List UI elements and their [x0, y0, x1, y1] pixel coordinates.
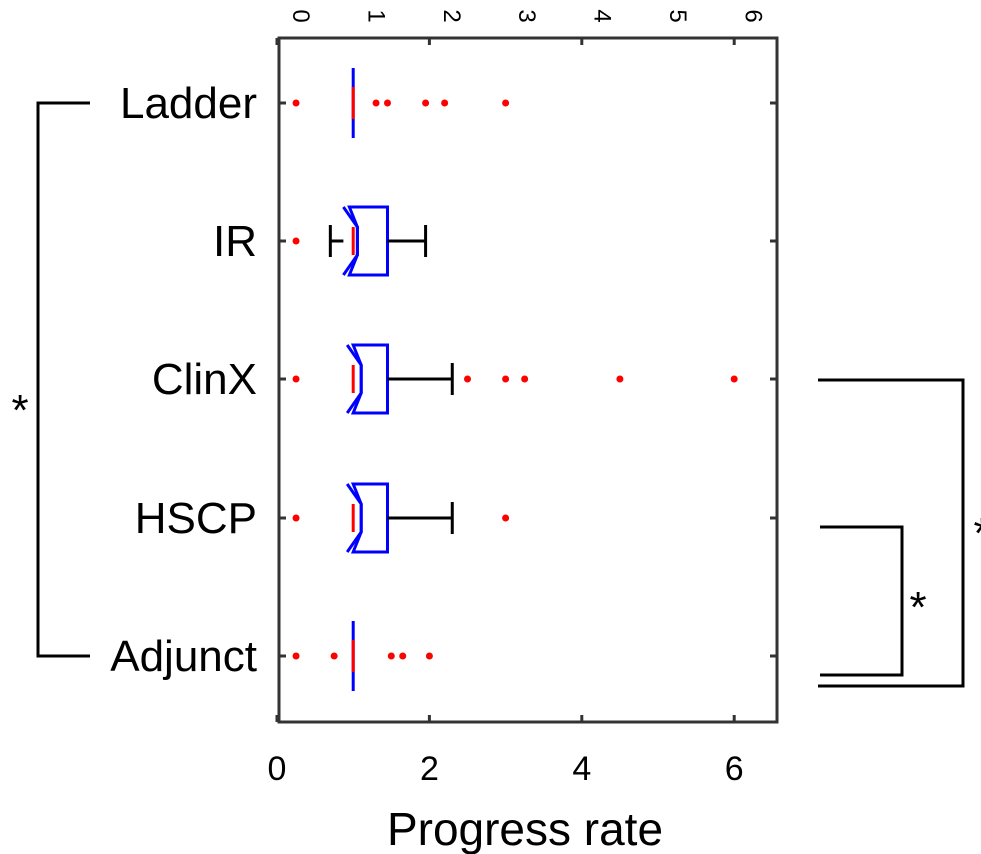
category-label: HSCP [135, 494, 257, 543]
outlier-point [502, 375, 510, 383]
ticks-layer: 0 2 4 6 0 1 2 3 4 5 6 [268, 9, 777, 788]
outlier-point [730, 375, 738, 383]
x-tick-label: 4 [572, 750, 591, 788]
outlier-point [292, 375, 300, 383]
bracket-line [36, 101, 90, 658]
top-tick-label: 0 [287, 9, 314, 22]
significance-bracket-left: * [11, 101, 90, 658]
category-label: Ladder [120, 79, 257, 128]
outlier-point [441, 99, 449, 107]
box-ladder [292, 68, 510, 138]
outlier-point [502, 514, 510, 522]
outlier-point [387, 652, 395, 660]
significance-star: * [11, 386, 28, 435]
outlier-point [422, 99, 430, 107]
notch [342, 206, 359, 276]
notch [345, 344, 363, 414]
outlier-point [425, 652, 433, 660]
x-axis-label: Progress rate [387, 803, 663, 854]
significance-star: * [909, 583, 926, 632]
top-tick-label: 5 [664, 9, 691, 22]
box-hscp [292, 482, 510, 554]
significance-layer: * * * [11, 101, 981, 688]
box-body [347, 205, 389, 277]
outlier-point [383, 99, 391, 107]
outlier-point [292, 99, 300, 107]
bracket-line [820, 525, 904, 677]
category-label: ClinX [152, 355, 257, 404]
x-tick-label: 6 [725, 750, 744, 788]
outlier-point [372, 99, 380, 107]
x-tick-label: 0 [268, 750, 287, 788]
category-label: Adjunct [110, 632, 257, 681]
category-label: IR [213, 217, 257, 266]
box-ir [292, 205, 428, 277]
outlier-point [521, 375, 529, 383]
outlier-point [502, 99, 510, 107]
top-tick-label: 4 [589, 9, 616, 22]
significance-bracket-right-outer: * [818, 378, 981, 688]
outlier-point [292, 652, 300, 660]
top-tick-label: 2 [438, 9, 465, 22]
box-body [350, 343, 389, 415]
bracket-line [818, 378, 965, 688]
top-tick-label: 3 [513, 9, 540, 22]
outlier-point [616, 375, 624, 383]
outlier-point [399, 652, 407, 660]
x-tick-label: 2 [420, 750, 439, 788]
outlier-point [464, 375, 471, 383]
box-clinx [292, 343, 738, 415]
box-body [350, 482, 389, 554]
outlier-point [292, 514, 300, 522]
boxes-layer [292, 68, 738, 691]
box-adjunct [292, 621, 433, 691]
top-tick-label: 6 [739, 9, 766, 22]
labels-layer: Ladder IR ClinX HSCP Adjunct [110, 79, 257, 681]
notch [345, 483, 363, 553]
top-tick-label: 1 [362, 9, 389, 22]
outlier-point [292, 237, 300, 245]
significance-star: * [973, 509, 981, 558]
outlier-point [330, 652, 338, 660]
significance-bracket-right-inner: * [820, 525, 927, 677]
